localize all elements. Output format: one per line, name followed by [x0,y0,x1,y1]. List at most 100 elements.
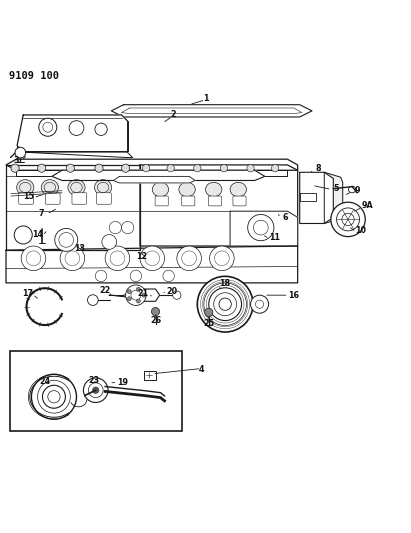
Polygon shape [140,165,298,246]
Circle shape [142,293,146,297]
Polygon shape [6,246,298,283]
Polygon shape [324,172,343,223]
Circle shape [122,164,130,172]
Ellipse shape [41,180,58,195]
Circle shape [271,165,279,172]
Ellipse shape [17,180,34,195]
Circle shape [14,226,32,244]
Circle shape [140,246,164,271]
Circle shape [60,246,85,271]
Circle shape [92,387,99,393]
Circle shape [83,378,108,402]
Circle shape [127,297,131,301]
Circle shape [136,299,141,303]
Text: 2: 2 [170,110,175,119]
Circle shape [88,295,98,305]
Ellipse shape [230,182,247,197]
Circle shape [105,246,130,271]
Bar [10,351,182,431]
Text: 15: 15 [23,191,34,200]
Text: 5: 5 [334,184,339,193]
FancyBboxPatch shape [19,193,33,204]
Circle shape [247,165,254,172]
Text: 1: 1 [203,94,208,103]
Polygon shape [300,172,333,223]
Ellipse shape [179,182,195,197]
Circle shape [197,276,253,332]
Text: 25: 25 [203,319,215,327]
Ellipse shape [68,180,85,195]
Circle shape [136,287,141,292]
FancyBboxPatch shape [72,193,87,204]
Ellipse shape [95,180,112,195]
FancyBboxPatch shape [208,196,222,206]
Circle shape [37,164,46,172]
Polygon shape [146,170,287,176]
FancyBboxPatch shape [233,196,246,206]
Text: 7: 7 [39,209,44,218]
Polygon shape [111,104,312,117]
Text: 22: 22 [99,286,111,295]
Circle shape [143,165,150,172]
Text: 6: 6 [283,213,288,222]
Text: 19: 19 [117,377,128,386]
Text: 21: 21 [138,289,149,297]
Polygon shape [300,193,316,201]
Text: 12: 12 [136,252,148,261]
Text: 10: 10 [356,226,367,235]
Ellipse shape [152,182,169,197]
Circle shape [126,285,146,305]
Text: 13: 13 [74,244,85,253]
Text: 14: 14 [32,230,43,239]
Circle shape [194,165,201,172]
Circle shape [173,291,181,299]
FancyBboxPatch shape [45,193,60,204]
Circle shape [102,235,117,249]
Circle shape [31,374,76,419]
Circle shape [21,246,46,271]
Circle shape [66,164,74,172]
FancyBboxPatch shape [97,193,111,204]
Circle shape [205,308,213,317]
Text: 9: 9 [354,186,360,195]
Polygon shape [17,115,128,152]
Text: 23: 23 [88,376,99,385]
Polygon shape [6,165,140,250]
Text: 17: 17 [22,289,33,297]
Text: 9A: 9A [361,201,373,211]
Circle shape [11,164,19,172]
Polygon shape [16,170,140,176]
Circle shape [210,246,234,271]
Text: 26: 26 [150,316,161,325]
Circle shape [127,289,131,294]
Text: 20: 20 [166,287,178,296]
Circle shape [151,308,159,316]
Polygon shape [113,176,195,183]
Polygon shape [52,170,265,181]
Polygon shape [6,159,298,170]
Text: 11: 11 [269,233,280,243]
Polygon shape [230,211,298,246]
Circle shape [55,229,78,252]
Circle shape [248,214,274,241]
Text: 18: 18 [219,279,231,288]
Polygon shape [11,152,133,158]
Polygon shape [109,289,159,301]
Circle shape [251,295,268,313]
Circle shape [15,147,25,158]
Circle shape [69,120,84,135]
Text: 24: 24 [39,377,51,386]
Circle shape [331,202,365,237]
Circle shape [167,165,174,172]
Circle shape [95,123,107,135]
Circle shape [177,246,201,271]
Ellipse shape [206,182,222,197]
FancyBboxPatch shape [144,370,156,379]
FancyBboxPatch shape [182,196,195,206]
FancyBboxPatch shape [155,196,168,206]
Circle shape [220,165,228,172]
Text: 3: 3 [14,156,19,165]
Text: 9109 100: 9109 100 [9,71,59,80]
Text: 4: 4 [199,365,204,374]
Text: 8: 8 [315,164,321,173]
